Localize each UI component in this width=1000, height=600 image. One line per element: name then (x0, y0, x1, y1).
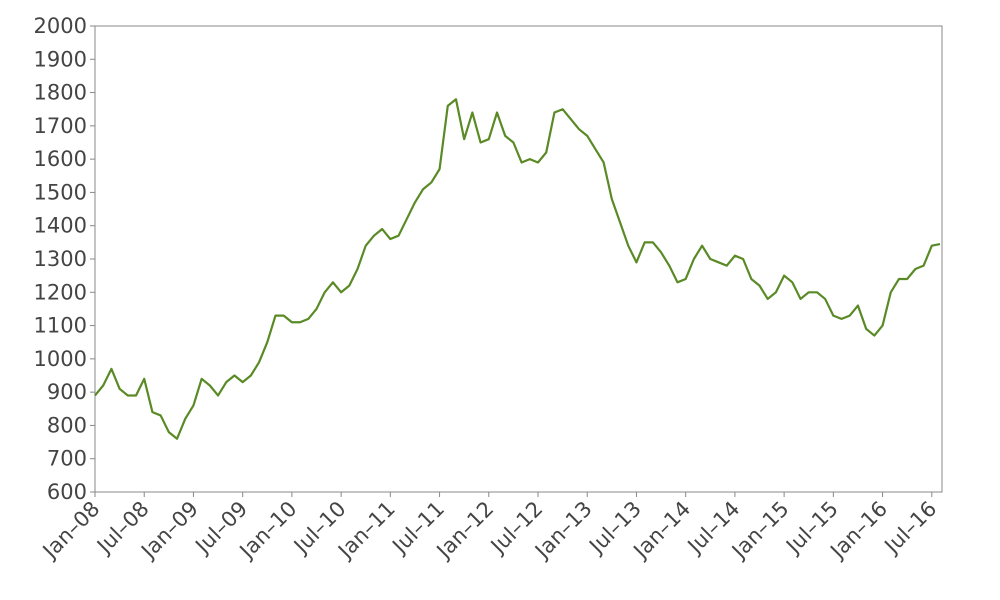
y-tick-label: 1400 (34, 214, 87, 238)
y-tick-label: 800 (47, 413, 87, 437)
y-tick-label: 1900 (34, 47, 87, 71)
y-tick-label: 700 (47, 447, 87, 471)
y-tick-label: 1300 (34, 247, 87, 271)
x-tick-label: Jul–16 (879, 497, 942, 560)
y-tick-label: 600 (47, 480, 87, 504)
y-tick-label: 1600 (34, 147, 87, 171)
y-tick-label: 1000 (34, 347, 87, 371)
y-tick-label: 1500 (34, 180, 87, 204)
price-line (94, 98, 941, 440)
y-tick-label: 2000 (34, 14, 87, 38)
y-tick-label: 900 (47, 380, 87, 404)
y-tick-label: 1200 (34, 280, 87, 304)
x-tick-label: Jan–08 (37, 497, 105, 565)
y-tick-label: 1700 (34, 114, 87, 138)
y-tick-label: 1800 (34, 81, 87, 105)
y-tick-label: 1100 (34, 314, 87, 338)
plot-frame (94, 25, 943, 493)
